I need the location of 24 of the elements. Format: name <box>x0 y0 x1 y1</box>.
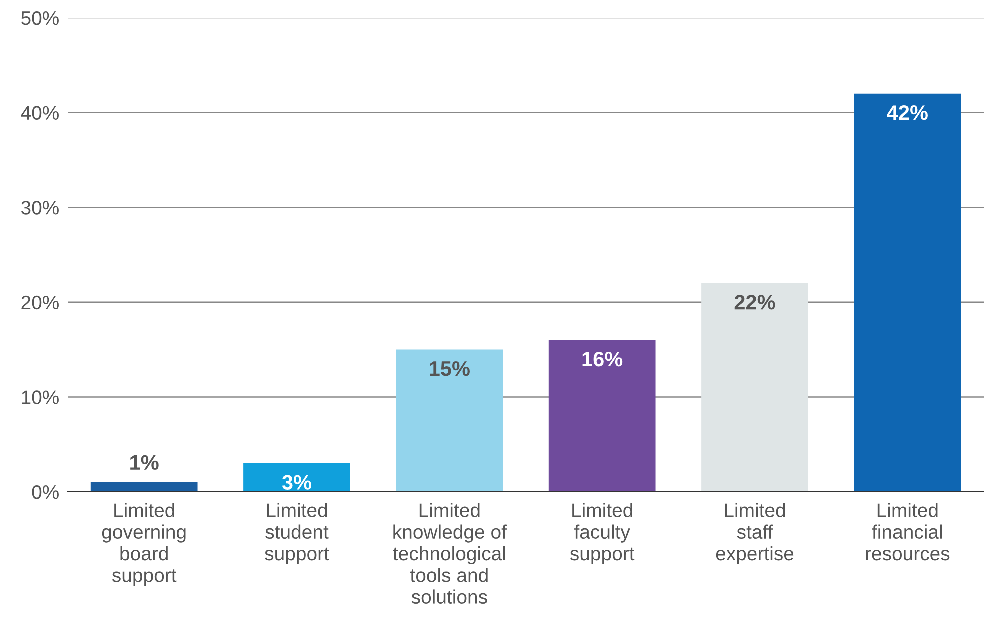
data-label: 22% <box>734 295 776 310</box>
x-tick-label: Limited governing board support <box>102 503 186 586</box>
bar <box>90 482 198 492</box>
x-tick-label: Limited faculty support <box>570 503 635 565</box>
bar <box>396 350 504 492</box>
x-tick-label: Limited staff expertise <box>716 503 794 565</box>
bar <box>548 340 656 492</box>
bar <box>702 283 808 492</box>
data-label: 42% <box>887 106 928 120</box>
y-tick-label: 50% <box>22 11 59 26</box>
y-tick-label: 40% <box>21 106 59 120</box>
bar <box>854 94 962 492</box>
x-tick-label: Limited knowledge of technological tools and solutions <box>393 503 507 604</box>
x-tick-label: Limited financial resources <box>866 503 950 561</box>
data-label: 1% <box>130 455 159 470</box>
data-label: 16% <box>582 352 623 367</box>
y-tick-label: 0% <box>32 485 59 500</box>
data-label: 3% <box>282 475 312 490</box>
x-tick-label: Limited student support <box>265 503 330 565</box>
bar <box>244 464 350 492</box>
y-tick-label: 30% <box>21 201 59 215</box>
y-tick-label: 20% <box>22 296 59 310</box>
y-tick-label: 10% <box>22 390 59 404</box>
data-label: 15% <box>430 362 470 376</box>
